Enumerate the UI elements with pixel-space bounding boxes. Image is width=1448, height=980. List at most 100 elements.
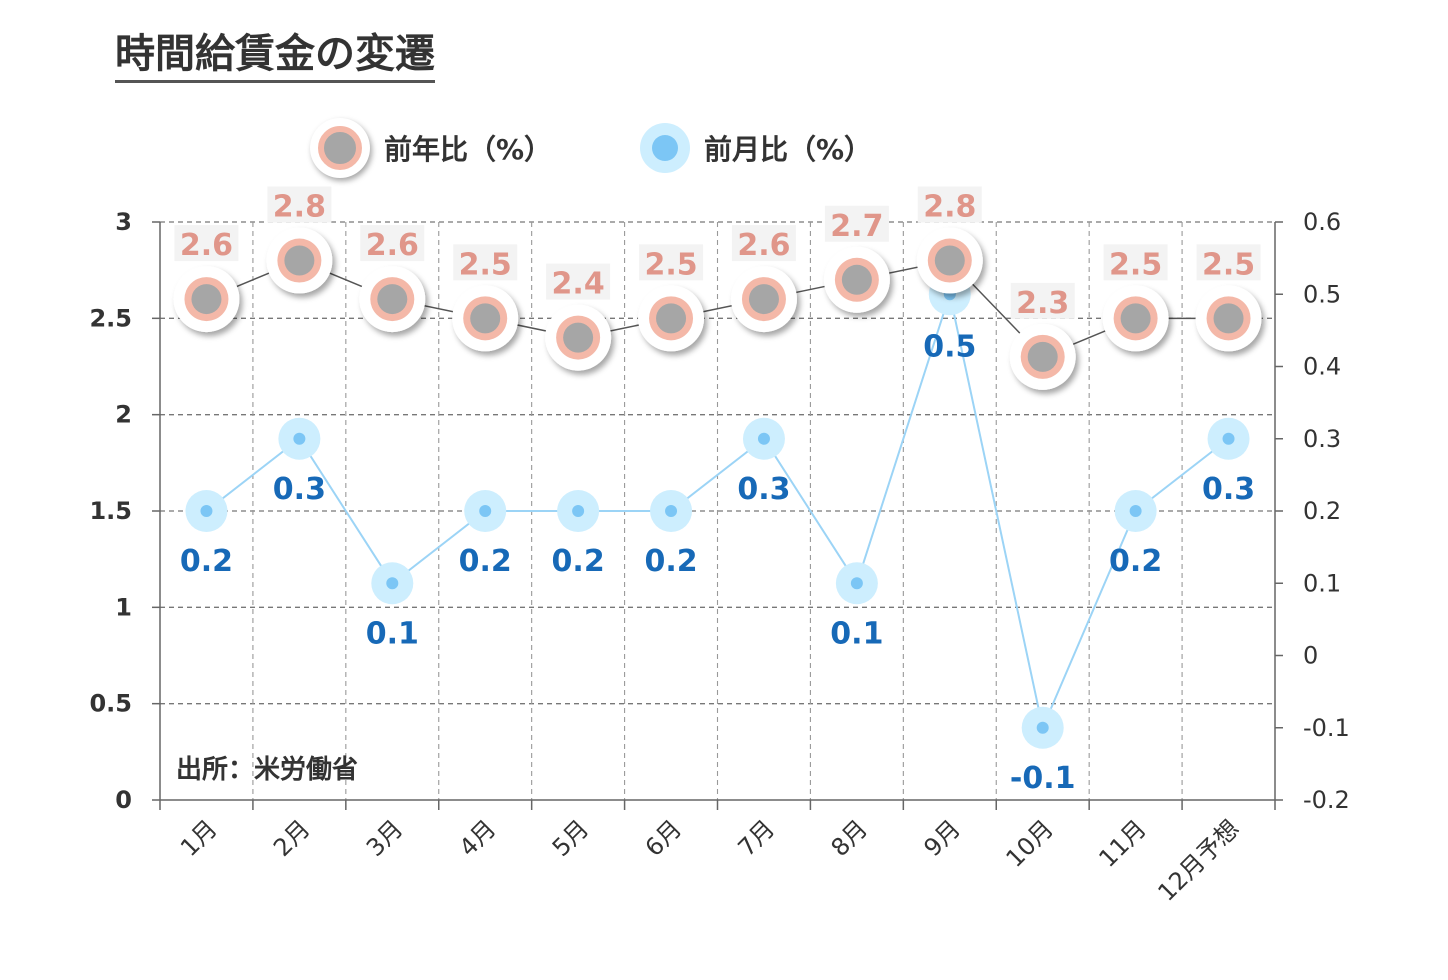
annual-point-center: [1213, 303, 1244, 334]
series-markers: [173, 227, 1262, 749]
monthly-point-dot: [200, 505, 213, 517]
annual-point-core: [1206, 296, 1251, 341]
monthly-data-label: 0.2: [1109, 544, 1162, 579]
y-right-tick-label: -0.1: [1303, 714, 1350, 742]
annual-label-bg: [824, 205, 889, 242]
monthly-point-dot: [572, 505, 585, 517]
annual-data-label: 2.5: [1202, 247, 1255, 282]
monthly-point: [371, 562, 414, 605]
legend-monthly: 前月比（%）: [640, 118, 872, 178]
annual-point-center: [470, 303, 501, 334]
annual-data-label: 2.8: [923, 190, 976, 225]
x-tick-label: 4月: [454, 814, 502, 862]
y-right-tick-label: 0.3: [1303, 425, 1341, 453]
annual-label-bg: [731, 225, 796, 262]
annual-point-core: [834, 257, 879, 302]
annual-data-label: 2.6: [366, 228, 419, 263]
source-note: 出所：米労働省: [176, 755, 358, 785]
series-line-monthly: [205, 290, 1230, 732]
annual-point-core: [463, 296, 508, 341]
annual-point-core: [649, 296, 694, 341]
monthly-point: [185, 490, 228, 532]
y-right-tick-label: 0: [1303, 642, 1318, 670]
monthly-point-dot: [1036, 721, 1049, 734]
x-tick-label: 5月: [547, 814, 595, 862]
annual-point-center: [191, 284, 222, 315]
x-tick-label: 9月: [918, 814, 966, 862]
monthly-point-dot: [386, 577, 399, 590]
y-left-tick-label: 0: [115, 786, 132, 814]
legend-monthly-label: 前月比（%）: [704, 133, 873, 166]
monthly-data-label: 0.3: [737, 472, 790, 507]
annual-label-bg: [174, 225, 239, 262]
y-left-tick-label: 2.5: [89, 304, 132, 332]
y-left-tick-label: 1.5: [89, 497, 132, 525]
x-tick-label: 2月: [268, 814, 316, 862]
annual-point-core: [277, 238, 322, 283]
monthly-point: [1114, 490, 1157, 532]
monthly-point-dot: [1222, 432, 1235, 445]
monthly-data-label: 0.2: [180, 544, 233, 579]
annual-data-label: 2.6: [180, 228, 233, 263]
x-tick-label: 7月: [733, 814, 781, 862]
monthly-point: [650, 490, 693, 532]
data-labels: 0.2 0.3 0.1 0.2 0.2 0.2 0.3 0.1 0.5 -0.1 0.2 0.3 2.6…: [174, 186, 1261, 796]
y-right-tick-label: -0.2: [1303, 786, 1350, 814]
monthly-point: [1207, 417, 1250, 460]
legend-annual-marker-icon: [310, 118, 370, 178]
annual-point-center: [656, 303, 687, 334]
monthly-point: [835, 562, 878, 605]
monthly-point: [278, 417, 321, 460]
annual-point-center: [563, 322, 594, 353]
monthly-point: [557, 490, 600, 532]
monthly-point-dot: [293, 432, 306, 445]
monthly-point-dot: [1129, 505, 1142, 517]
annual-data-label: 2.7: [830, 209, 883, 244]
monthly-point: [742, 417, 785, 460]
y-left-tick-label: 1: [115, 593, 132, 621]
y-left-tick-label: 0.5: [89, 690, 132, 718]
monthly-point: [1021, 706, 1064, 749]
annual-data-label: 2.5: [644, 247, 697, 282]
monthly-point-dot: [757, 432, 770, 445]
monthly-data-label: 0.3: [1202, 472, 1255, 507]
y-right-tick-label: 0.1: [1303, 569, 1341, 597]
monthly-data-label: 0.1: [366, 616, 419, 651]
y-right-tick-label: 0.2: [1303, 497, 1341, 525]
monthly-data-label: 0.3: [273, 472, 326, 507]
annual-label-bg: [1196, 244, 1261, 281]
annual-label-bg: [917, 186, 982, 223]
x-tick-label: 6月: [640, 814, 688, 862]
monthly-point-dot: [479, 505, 492, 517]
monthly-data-label: 0.2: [644, 544, 697, 579]
chart-title: 時間給賃金の変遷: [115, 30, 435, 83]
annual-point-core: [556, 315, 601, 360]
monthly-data-label: 0.2: [459, 544, 512, 579]
y-left-tick-label: 3: [115, 208, 132, 236]
annual-point-core: [927, 238, 972, 283]
x-tick-label: 3月: [361, 814, 409, 862]
legend-annual-label: 前年比（%）: [384, 133, 553, 166]
monthly-data-label: 0.5: [923, 329, 976, 364]
legend-annual: 前年比（%）: [310, 118, 552, 178]
annual-point-core: [1113, 296, 1158, 341]
annual-label-bg: [546, 263, 611, 300]
x-tick-label: 12月予想: [1152, 814, 1244, 906]
monthly-data-label: -0.1: [1010, 761, 1076, 796]
annual-label-bg: [267, 186, 332, 223]
annual-data-label: 2.4: [552, 267, 605, 302]
monthly-point-dot: [850, 577, 863, 590]
y-right-tick-label: 0.4: [1303, 353, 1341, 381]
annual-data-label: 2.6: [737, 228, 790, 263]
annual-point-center: [841, 264, 872, 295]
annual-label-bg: [1103, 244, 1168, 281]
annual-point-core: [741, 277, 786, 322]
annual-data-label: 2.5: [1109, 247, 1162, 282]
x-tick-label: 1月: [175, 814, 223, 862]
annual-point-core: [370, 277, 415, 322]
annual-point-center: [1120, 303, 1151, 334]
y-left-tick-label: 2: [115, 401, 132, 429]
monthly-data-label: 0.2: [552, 544, 605, 579]
y-right-tick-label: 0.6: [1303, 208, 1341, 236]
